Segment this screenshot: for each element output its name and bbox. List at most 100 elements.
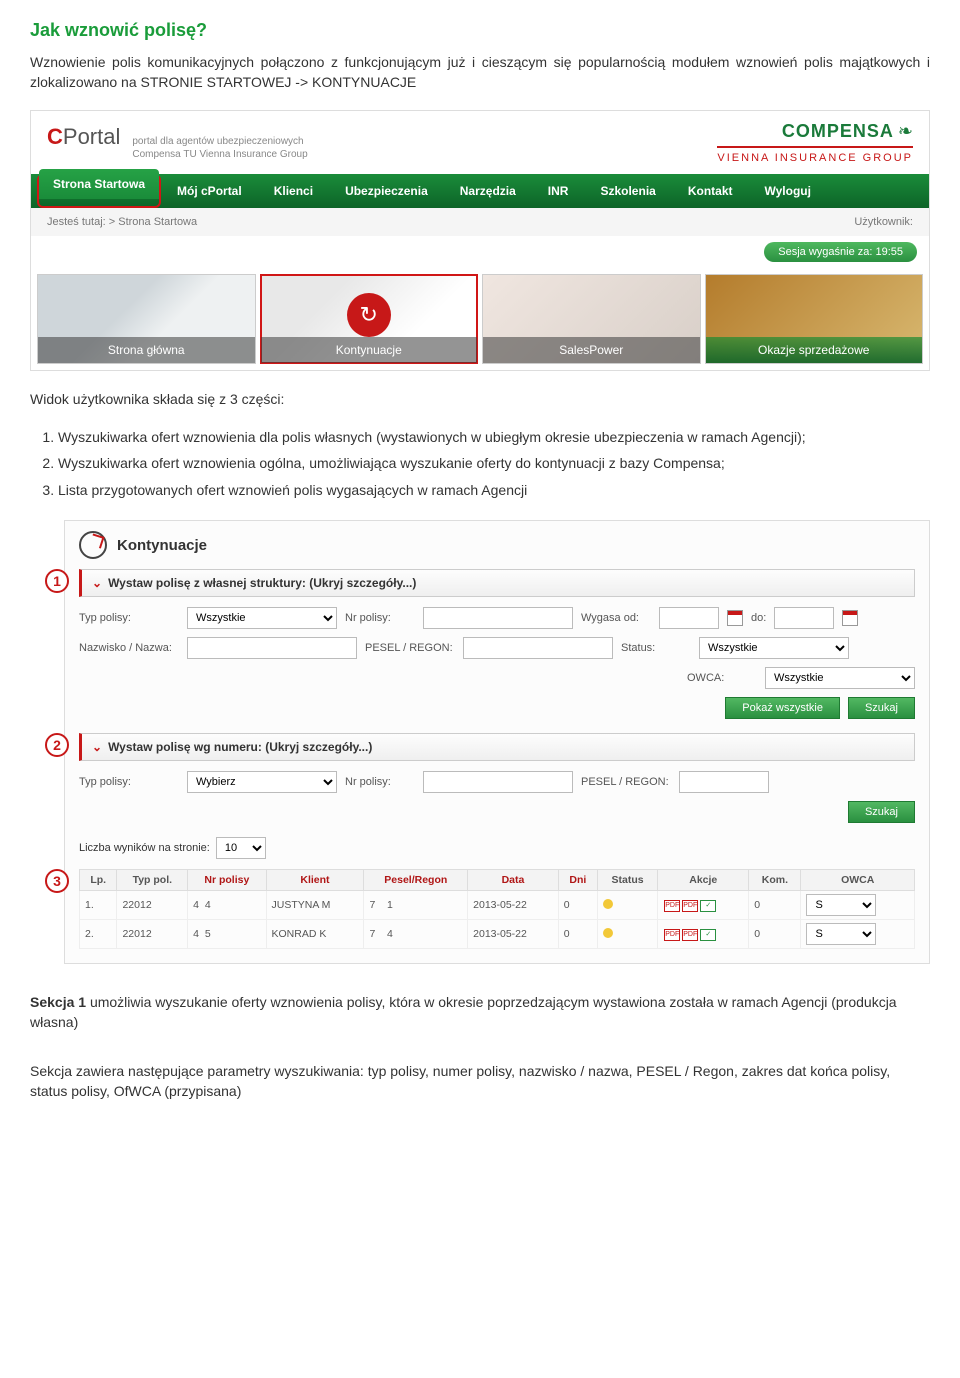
nav-ubezpieczenia[interactable]: Ubezpieczenia xyxy=(329,174,444,208)
label-pesel-2: PESEL / REGON: xyxy=(581,776,671,788)
chevron-down-icon: ⌄ xyxy=(92,740,102,754)
th-nr[interactable]: Nr polisy xyxy=(188,870,266,891)
portal-logo: CPortal portal dla agentów ubezpieczenio… xyxy=(47,124,308,161)
szukaj-button-2[interactable]: Szukaj xyxy=(848,801,915,823)
brand-name: COMPENSA xyxy=(782,121,894,141)
nav-moj-cportal[interactable]: Mój cPortal xyxy=(161,174,258,208)
pdf-icon[interactable]: PDF xyxy=(664,929,680,941)
label-typ-polisy-2: Typ polisy: xyxy=(79,776,179,788)
nav-strona-startowa[interactable]: Strona Startowa xyxy=(39,169,159,199)
kontynuacje-icon xyxy=(79,531,107,559)
select-typ-polisy-2[interactable]: Wybierz xyxy=(187,771,337,793)
refresh-icon: ↻ xyxy=(347,293,391,337)
input-nazwisko[interactable] xyxy=(187,637,357,659)
tile-label: Kontynuacje xyxy=(261,337,478,363)
select-owca-row[interactable]: S xyxy=(806,923,876,945)
section-1-title: Wystaw polisę z własnej struktury: (Ukry… xyxy=(108,576,416,590)
status-dot-icon xyxy=(603,899,613,909)
check-icon[interactable]: ✓ xyxy=(700,929,716,941)
logo-c: C xyxy=(47,124,63,149)
pokaz-wszystkie-button[interactable]: Pokaż wszystkie xyxy=(725,697,840,719)
tile-salespower[interactable]: SalesPower xyxy=(482,274,701,364)
label-typ-polisy: Typ polisy: xyxy=(79,612,179,624)
label-status: Status: xyxy=(621,642,691,654)
session-timer: Sesja wygaśnie za: 19:55 xyxy=(764,242,917,262)
select-results-per-page[interactable]: 10 xyxy=(216,837,266,859)
footer-para-1: Sekcja 1 umożliwia wyszukanie oferty wzn… xyxy=(30,992,930,1033)
leaf-icon: ❧ xyxy=(898,121,913,141)
nav-highlight: Strona Startowa xyxy=(37,174,161,208)
table-row: 1.220124 4JUSTYNA M7 12013-05-220PDFPDF✓… xyxy=(80,891,915,920)
pdf-icon[interactable]: PDF xyxy=(682,900,698,912)
logo-sub2: Compensa TU Vienna Insurance Group xyxy=(132,149,307,160)
list-item: Wyszukiwarka ofert wznowienia dla polis … xyxy=(58,427,930,447)
label-wygasa-od: Wygasa od: xyxy=(581,612,651,624)
th-lp[interactable]: Lp. xyxy=(80,870,117,891)
page-title: Jak wznowić polisę? xyxy=(30,20,930,41)
input-nr-polisy[interactable] xyxy=(423,607,573,629)
input-nr-polisy-2[interactable] xyxy=(423,771,573,793)
kontynuacje-panel: Kontynuacje 1 ⌄ Wystaw polisę z własnej … xyxy=(64,520,930,964)
th-typ[interactable]: Typ pol. xyxy=(117,870,188,891)
check-icon[interactable]: ✓ xyxy=(700,900,716,912)
table-row: 2.220124 5KONRAD K7 42013-05-220PDFPDF✓0… xyxy=(80,920,915,949)
mid-paragraph: Widok użytkownika składa się z 3 części: xyxy=(30,391,930,407)
th-klient[interactable]: Klient xyxy=(266,870,364,891)
kontynuacje-title: Kontynuacje xyxy=(117,537,207,554)
list-item: Lista przygotowanych ofert wznowień poli… xyxy=(58,480,930,500)
compensa-logo: COMPENSA❧ VIENNA INSURANCE GROUP xyxy=(717,121,913,164)
input-do[interactable] xyxy=(774,607,834,629)
logo-sub1: portal dla agentów ubezpieczeniowych xyxy=(132,135,307,148)
label-nr-polisy: Nr polisy: xyxy=(345,612,415,624)
tile-label: SalesPower xyxy=(483,337,700,363)
marker-3: 3 xyxy=(45,869,69,893)
nav-szkolenia[interactable]: Szkolenia xyxy=(584,174,671,208)
input-pesel-2[interactable] xyxy=(679,771,769,793)
input-wygasa-od[interactable] xyxy=(659,607,719,629)
brand-sub: VIENNA INSURANCE GROUP xyxy=(717,152,913,164)
select-status[interactable]: Wszystkie xyxy=(699,637,849,659)
pdf-icon[interactable]: PDF xyxy=(682,929,698,941)
pdf-icon[interactable]: PDF xyxy=(664,900,680,912)
tile-okazje[interactable]: Okazje sprzedażowe xyxy=(705,274,924,364)
select-owca[interactable]: Wszystkie xyxy=(765,667,915,689)
label-do: do: xyxy=(751,612,766,624)
label-nr-polisy-2: Nr polisy: xyxy=(345,776,415,788)
th-kom[interactable]: Kom. xyxy=(749,870,801,891)
marker-2: 2 xyxy=(45,733,69,757)
main-nav: Strona Startowa Mój cPortal Klienci Ubez… xyxy=(31,174,929,208)
footer-para-2: Sekcja zawiera następujące parametry wys… xyxy=(30,1061,930,1102)
input-pesel[interactable] xyxy=(463,637,613,659)
th-status[interactable]: Status xyxy=(597,870,657,891)
section-2-bar[interactable]: ⌄ Wystaw polisę wg numeru: (Ukryj szczeg… xyxy=(79,733,915,761)
chevron-down-icon: ⌄ xyxy=(92,576,102,590)
th-owca[interactable]: OWCA xyxy=(801,870,915,891)
nav-kontakt[interactable]: Kontakt xyxy=(672,174,749,208)
label-nazwisko: Nazwisko / Nazwa: xyxy=(79,642,179,654)
nav-inr[interactable]: INR xyxy=(532,174,585,208)
th-pesel[interactable]: Pesel/Regon xyxy=(364,870,468,891)
marker-1: 1 xyxy=(45,569,69,593)
tile-kontynuacje[interactable]: ↻ Kontynuacje xyxy=(260,274,479,364)
szukaj-button[interactable]: Szukaj xyxy=(848,697,915,719)
nav-narzedzia[interactable]: Narzędzia xyxy=(444,174,532,208)
results-table: Lp. Typ pol. Nr polisy Klient Pesel/Rego… xyxy=(79,869,915,949)
calendar-icon[interactable] xyxy=(727,610,743,626)
th-dni[interactable]: Dni xyxy=(558,870,597,891)
parts-list: Wyszukiwarka ofert wznowienia dla polis … xyxy=(58,427,930,500)
label-owca: OWCA: xyxy=(687,672,757,684)
th-akcje[interactable]: Akcje xyxy=(658,870,749,891)
label-pesel: PESEL / REGON: xyxy=(365,642,455,654)
select-typ-polisy[interactable]: Wszystkie xyxy=(187,607,337,629)
calendar-icon[interactable] xyxy=(842,610,858,626)
label-results: Liczba wyników na stronie: xyxy=(79,842,210,854)
nav-wyloguj[interactable]: Wyloguj xyxy=(749,174,827,208)
user-label: Użytkownik: xyxy=(854,216,913,228)
nav-klienci[interactable]: Klienci xyxy=(258,174,329,208)
section-1-bar[interactable]: ⌄ Wystaw polisę z własnej struktury: (Uk… xyxy=(79,569,915,597)
tile-strona-glowna[interactable]: Strona główna xyxy=(37,274,256,364)
tile-label: Strona główna xyxy=(38,337,255,363)
th-data[interactable]: Data xyxy=(468,870,559,891)
select-owca-row[interactable]: S xyxy=(806,894,876,916)
logo-rest: Portal xyxy=(63,124,120,149)
